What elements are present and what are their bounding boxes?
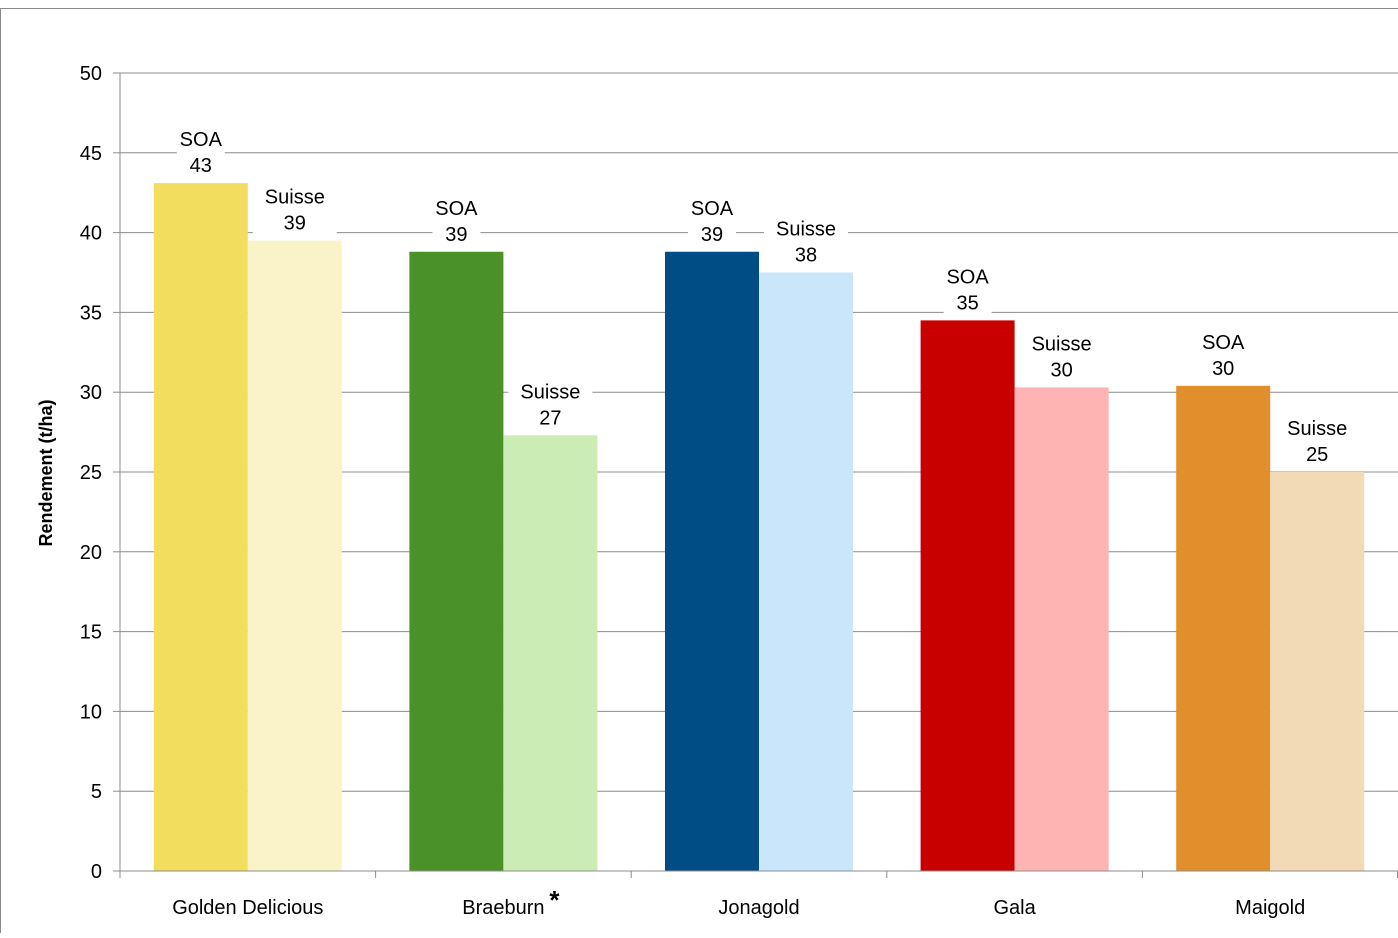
y-axis-title: Rendement (t/ha) (36, 399, 56, 546)
bar-suisse-gala (1015, 387, 1109, 871)
data-label-value: 38 (795, 245, 817, 267)
y-tick-label: 40 (80, 223, 102, 245)
y-tick-label: 20 (80, 542, 102, 564)
y-tick-label: 30 (80, 382, 102, 404)
data-label-value: 30 (1212, 358, 1234, 380)
x-category-label: Braeburn (462, 897, 544, 919)
data-label-value: 35 (956, 292, 978, 314)
bar-soa-golden-delicious (154, 183, 248, 871)
bar-suisse-jonagold (759, 273, 853, 872)
y-tick-label: 50 (80, 63, 102, 85)
bar-soa-maigold (1176, 386, 1270, 871)
data-label-series: Suisse (776, 219, 836, 241)
data-label-series: SOA (180, 129, 223, 151)
y-tick-label: 5 (91, 781, 102, 803)
data-label-value: 27 (539, 407, 561, 429)
data-label-series: SOA (435, 198, 478, 220)
y-tick-label: 15 (80, 622, 102, 644)
y-tick-label: 35 (80, 302, 102, 324)
y-tick-label: 0 (91, 861, 102, 883)
data-label-series: Suisse (1287, 418, 1347, 440)
data-label-series: SOA (691, 198, 734, 220)
data-label-value: 39 (445, 224, 467, 246)
y-tick-label: 25 (80, 462, 102, 484)
bar-soa-jonagold (665, 252, 759, 871)
x-category-label: Gala (993, 897, 1036, 919)
data-label-value: 25 (1306, 444, 1328, 466)
x-category-label: Golden Delicious (172, 897, 323, 919)
x-category-label: Jonagold (718, 897, 799, 919)
bar-soa-gala (921, 320, 1015, 871)
data-label-value: 39 (284, 213, 306, 235)
x-category-label: Maigold (1235, 897, 1305, 919)
bar-soa-braeburn (409, 252, 503, 871)
data-label-series: Suisse (1032, 333, 1092, 355)
data-label-series: SOA (946, 266, 989, 288)
bar-suisse-braeburn (503, 435, 597, 871)
y-tick-label: 10 (80, 701, 102, 723)
data-label-series: SOA (1202, 332, 1245, 354)
bar-suisse-maigold (1270, 472, 1364, 871)
category-footnote-mark: * (549, 885, 560, 915)
data-label-series: Suisse (265, 187, 325, 209)
data-label-value: 43 (190, 155, 212, 177)
y-tick-label: 45 (80, 143, 102, 165)
data-label-series: Suisse (520, 381, 580, 403)
data-label-value: 39 (701, 224, 723, 246)
bar-suisse-golden-delicious (248, 241, 342, 871)
data-label-value: 30 (1050, 359, 1072, 381)
